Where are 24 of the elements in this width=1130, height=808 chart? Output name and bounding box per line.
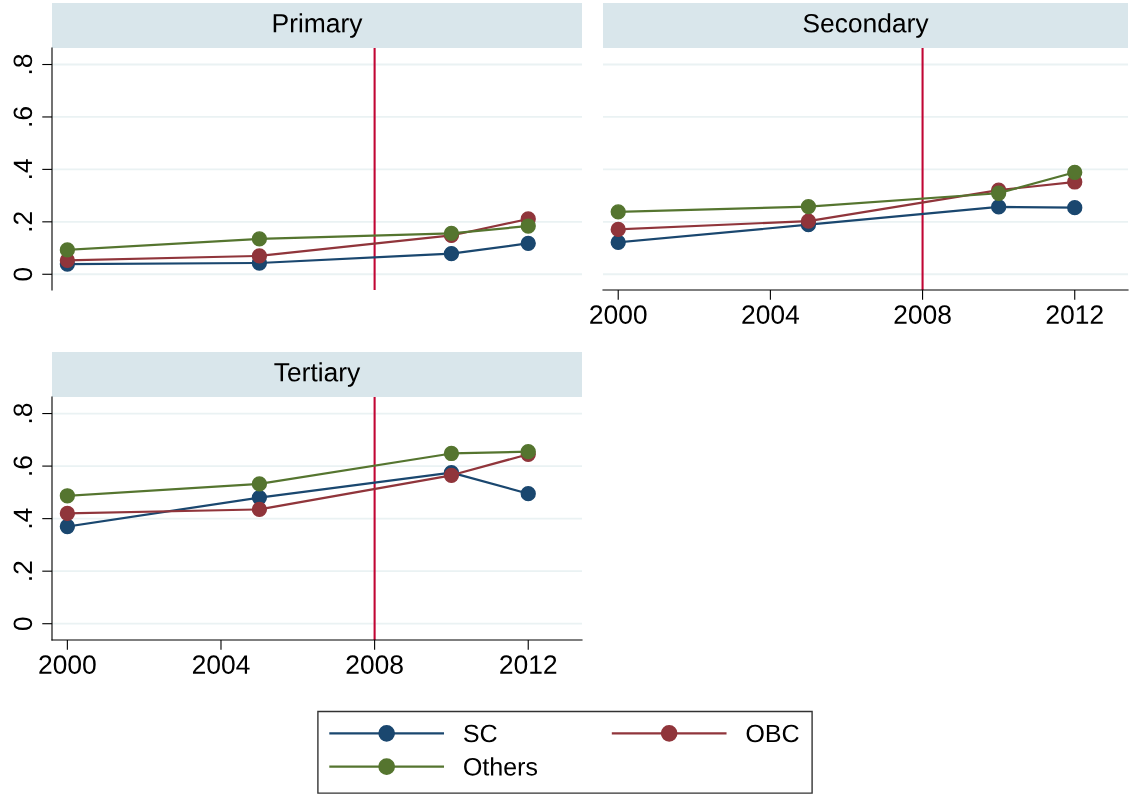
x-tick-label: 2004 bbox=[192, 655, 250, 674]
y-tick-label: .6 bbox=[13, 107, 33, 126]
y-tick-label: .6 bbox=[13, 456, 33, 475]
y-tick-label: 0 bbox=[13, 267, 33, 281]
chart-title: Tertiary bbox=[274, 362, 361, 387]
x-tick-label: 2012 bbox=[500, 655, 557, 674]
x-tick-label: 2000 bbox=[590, 305, 647, 324]
y-tick-label: .4 bbox=[13, 508, 32, 528]
legend-label: SC bbox=[464, 724, 497, 743]
y-tick-label: .8 bbox=[13, 54, 33, 74]
x-tick-label: 2000 bbox=[39, 655, 96, 674]
y-tick-label: .4 bbox=[13, 159, 32, 178]
legend-label: Others bbox=[464, 757, 538, 776]
y-tick-label: .8 bbox=[13, 403, 33, 423]
x-tick-label: 2012 bbox=[1046, 305, 1103, 324]
x-tick-label: 2004 bbox=[742, 305, 799, 324]
y-tick-label: .2 bbox=[13, 561, 32, 580]
legend-label: OBC bbox=[746, 724, 799, 743]
x-tick-label: 2008 bbox=[894, 305, 951, 324]
y-tick-label: 0 bbox=[13, 617, 33, 631]
chart-title: Primary bbox=[273, 13, 363, 38]
chart-title: Secondary bbox=[803, 13, 929, 38]
y-tick-label: .2 bbox=[13, 212, 32, 231]
x-tick-label: 2008 bbox=[346, 655, 403, 674]
